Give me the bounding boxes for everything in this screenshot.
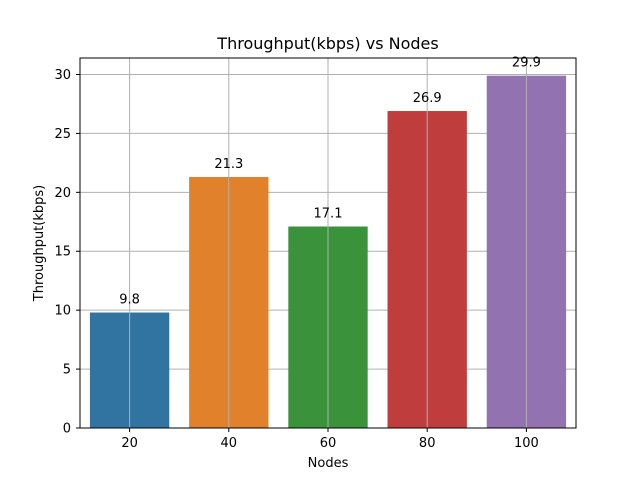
x-tick-label: 80 bbox=[419, 436, 436, 451]
y-tick-label: 10 bbox=[54, 304, 71, 319]
bar-value-label: 21.3 bbox=[214, 157, 243, 172]
y-tick-label: 20 bbox=[54, 186, 71, 201]
vertical-grid-lines bbox=[129, 58, 527, 428]
x-tick-label: 40 bbox=[221, 436, 238, 451]
x-axis-label: Nodes bbox=[308, 456, 349, 471]
x-tick-label: 20 bbox=[121, 436, 138, 451]
y-tick-label: 15 bbox=[54, 245, 71, 260]
y-tick-label: 0 bbox=[63, 422, 71, 437]
bar-value-label: 29.9 bbox=[512, 56, 541, 71]
y-tick-label: 5 bbox=[63, 363, 71, 378]
x-tick-label: 100 bbox=[514, 436, 539, 451]
bar-value-label: 9.8 bbox=[119, 293, 140, 308]
bar-value-labels: 9.8 21.3 17.1 26.9 29.9 bbox=[119, 56, 541, 308]
y-tick-label: 30 bbox=[54, 68, 71, 83]
chart-title: Throughput(kbps) vs Nodes bbox=[216, 34, 438, 53]
bar-value-label: 17.1 bbox=[314, 207, 343, 222]
x-axis-ticks: 20 40 60 80 100 bbox=[121, 428, 539, 451]
y-tick-label: 25 bbox=[54, 127, 71, 142]
bar-value-label: 26.9 bbox=[413, 91, 442, 106]
x-tick-label: 60 bbox=[320, 436, 337, 451]
y-axis-ticks: 0 5 10 15 20 25 30 bbox=[54, 68, 80, 437]
y-axis-label: Throughput(kbps) bbox=[32, 185, 47, 302]
